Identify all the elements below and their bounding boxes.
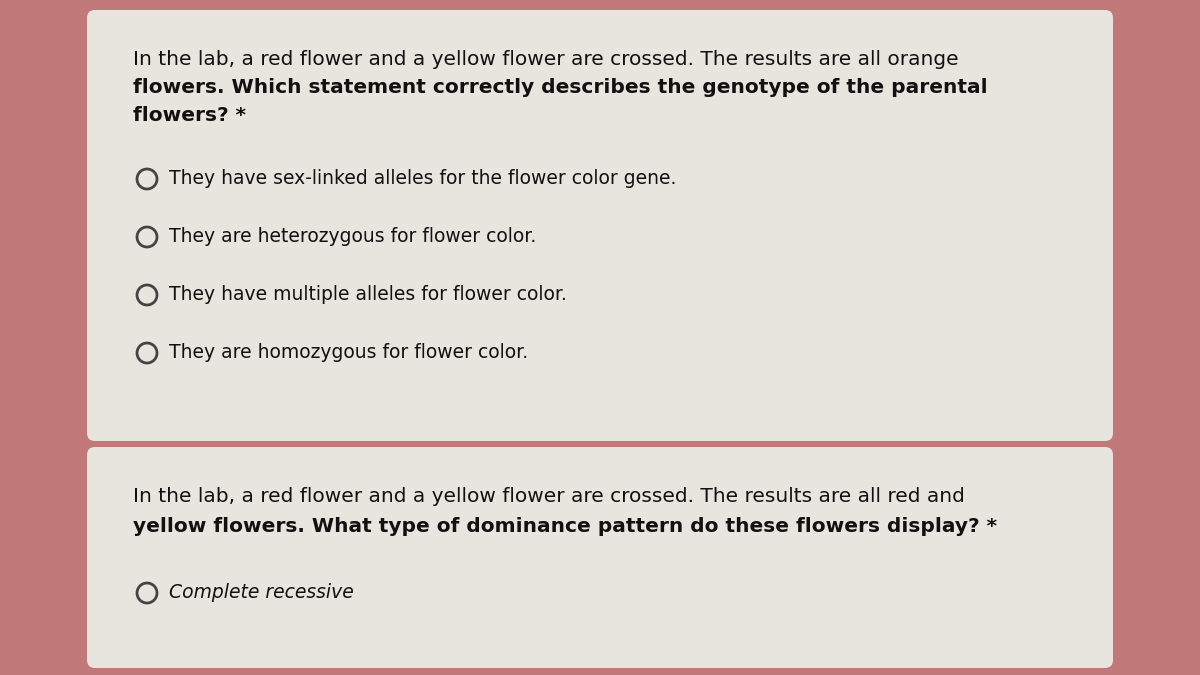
Text: flowers? *: flowers? * bbox=[133, 106, 246, 125]
Text: They are homozygous for flower color.: They are homozygous for flower color. bbox=[169, 344, 528, 362]
Text: They are heterozygous for flower color.: They are heterozygous for flower color. bbox=[169, 227, 536, 246]
FancyBboxPatch shape bbox=[88, 447, 1114, 668]
FancyBboxPatch shape bbox=[88, 10, 1114, 441]
Text: Complete recessive: Complete recessive bbox=[169, 583, 354, 603]
Text: In the lab, a red flower and a yellow flower are crossed. The results are all re: In the lab, a red flower and a yellow fl… bbox=[133, 487, 965, 506]
Text: flowers. Which statement correctly describes the genotype of the parental: flowers. Which statement correctly descr… bbox=[133, 78, 988, 97]
Text: They have sex-linked alleles for the flower color gene.: They have sex-linked alleles for the flo… bbox=[169, 169, 677, 188]
Text: They have multiple alleles for flower color.: They have multiple alleles for flower co… bbox=[169, 286, 566, 304]
Text: yellow flowers. What type of dominance pattern do these flowers display? *: yellow flowers. What type of dominance p… bbox=[133, 517, 997, 536]
Text: In the lab, a red flower and a yellow flower are crossed. The results are all or: In the lab, a red flower and a yellow fl… bbox=[133, 50, 959, 69]
